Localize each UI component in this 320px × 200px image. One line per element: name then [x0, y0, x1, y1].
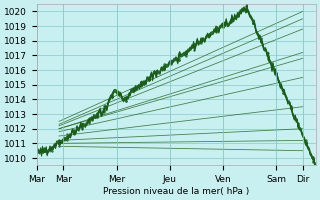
- X-axis label: Pression niveau de la mer( hPa ): Pression niveau de la mer( hPa ): [103, 187, 250, 196]
